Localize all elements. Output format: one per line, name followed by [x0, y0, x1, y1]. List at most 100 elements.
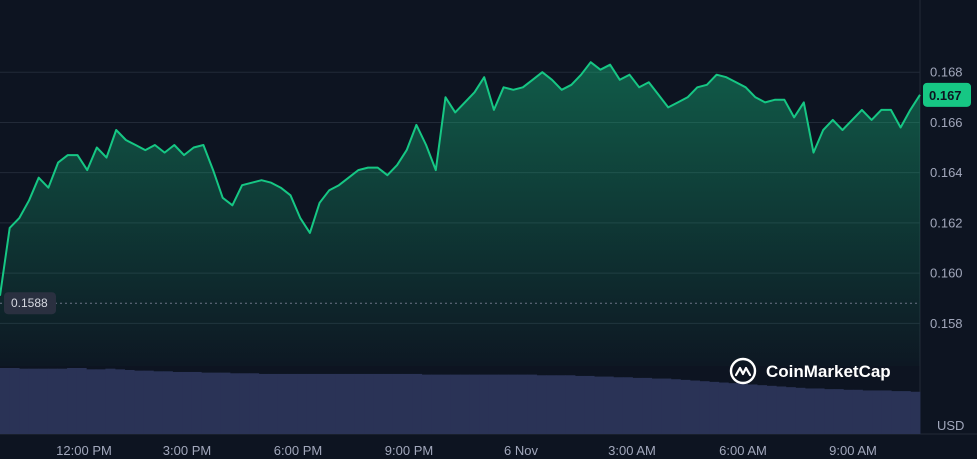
volume-bar	[345, 373, 355, 434]
volume-bar	[19, 368, 30, 434]
volume-bar	[220, 372, 231, 434]
volume-bar	[632, 377, 643, 434]
volume-bar	[201, 372, 212, 434]
y-tick-label: 0.166	[930, 115, 963, 130]
x-tick-label: 12:00 PM	[56, 443, 112, 458]
volume-bar	[0, 368, 10, 434]
volume-bar	[258, 373, 269, 434]
y-tick-label: 0.164	[930, 165, 963, 180]
volume-bar	[9, 368, 20, 434]
price-line[interactable]	[0, 61, 921, 296]
volume-bar	[709, 381, 720, 434]
volume-bar	[824, 389, 835, 434]
coinmarketcap-logo-icon	[729, 357, 757, 385]
x-tick-label: 6 Nov	[504, 443, 538, 458]
volume-bar	[613, 377, 624, 434]
volume-bar	[277, 373, 288, 434]
volume-bar	[575, 375, 585, 434]
volume-bar	[210, 372, 221, 434]
y-axis: 0.168 0.166 0.164 0.162 0.160 0.158	[930, 65, 963, 331]
baseline-value-label: 0.1588	[11, 296, 48, 310]
x-tick-label: 6:00 AM	[719, 443, 767, 458]
x-tick-label: 3:00 AM	[608, 443, 656, 458]
volume-bar	[335, 373, 346, 434]
volume-bar	[134, 370, 145, 434]
volume-bar	[507, 374, 518, 434]
volume-bar	[747, 384, 758, 434]
volume-bar	[757, 385, 768, 434]
volume-bar	[603, 376, 614, 434]
current-price-label: 0.167	[929, 88, 962, 103]
y-tick-label: 0.162	[930, 215, 963, 230]
price-area-fill	[0, 62, 920, 366]
volume-bar	[191, 371, 202, 434]
volume-bar	[891, 391, 902, 434]
volume-bar	[498, 374, 509, 434]
volume-bar	[392, 373, 403, 434]
volume-bar	[325, 373, 336, 434]
volume-bar	[766, 385, 777, 434]
volume-bar	[594, 376, 605, 434]
volume-bar	[57, 368, 68, 434]
volume-bar	[814, 388, 825, 434]
volume-bar	[124, 369, 135, 434]
currency-label: USD	[937, 418, 964, 433]
volume-bar	[469, 374, 480, 434]
volume-bar	[47, 368, 58, 434]
volume-bar	[440, 374, 451, 434]
volume-bar	[718, 382, 729, 434]
x-tick-label: 3:00 PM	[163, 443, 211, 458]
volume-bar	[555, 375, 566, 434]
volume-bar	[268, 373, 279, 434]
volume-bar	[661, 378, 672, 434]
volume-bar	[28, 368, 39, 434]
volume-bar	[565, 375, 576, 434]
volume-bar	[872, 390, 883, 434]
volume-bar	[680, 379, 691, 434]
current-price-badge: 0.167	[923, 82, 971, 107]
volume-bar	[776, 386, 787, 434]
volume-bar	[115, 369, 125, 434]
volume-bar	[642, 377, 653, 434]
volume-bar	[881, 390, 892, 434]
volume-bar	[651, 378, 662, 434]
volume-bar	[546, 375, 557, 434]
y-tick-label: 0.160	[930, 266, 963, 281]
volume-bar	[239, 373, 250, 434]
volume-bar	[737, 383, 748, 434]
volume-bar	[287, 373, 298, 434]
brand-name: CoinMarketCap	[766, 362, 891, 381]
volume-bar	[527, 374, 538, 434]
volume-bar	[699, 381, 710, 434]
volume-bar	[105, 368, 116, 434]
volume-bar	[805, 388, 815, 434]
volume-bar	[690, 380, 700, 434]
volume-bar	[354, 373, 365, 434]
volume-bar	[182, 371, 193, 434]
volume-bar	[297, 373, 308, 434]
volume-bar	[162, 371, 173, 434]
volume-bar	[249, 373, 260, 434]
x-axis: 12:00 PM 3:00 PM 6:00 PM 9:00 PM 6 Nov 3:00 A…	[56, 443, 877, 458]
volume-bar	[364, 373, 375, 434]
volume-bar	[402, 373, 413, 434]
x-tick-label: 9:00 AM	[829, 443, 877, 458]
x-tick-label: 6:00 PM	[274, 443, 322, 458]
volume-bar	[76, 368, 87, 434]
volume-bar	[910, 391, 921, 434]
volume-bar	[172, 371, 183, 434]
volume-bar	[95, 369, 106, 434]
volume-bar	[38, 368, 49, 434]
volume-bar	[795, 387, 806, 434]
volume-bar	[143, 370, 154, 434]
volume-bar	[488, 374, 499, 434]
volume-bar	[460, 374, 470, 434]
volume-bar	[728, 383, 739, 434]
volume-bar	[67, 368, 78, 434]
y-tick-label: 0.168	[930, 65, 963, 80]
y-tick-label: 0.158	[930, 316, 963, 331]
coinmarketcap-watermark: CoinMarketCap	[729, 357, 891, 385]
volume-bar	[584, 375, 595, 434]
volume-bar	[306, 373, 317, 434]
